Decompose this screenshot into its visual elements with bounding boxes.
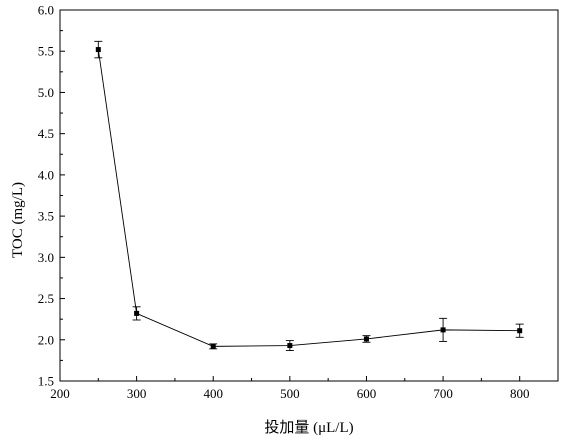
x-tick-label: 500 (280, 386, 300, 401)
y-tick-label: 2.0 (38, 332, 54, 347)
data-point (95, 47, 101, 53)
y-tick-label: 4.5 (38, 126, 54, 141)
x-axis-title: 投加量 (μL/L) (264, 419, 353, 436)
data-point (210, 343, 216, 349)
y-axis-title: TOC (mg/L) (10, 182, 26, 258)
data-point (134, 310, 140, 316)
x-tick-label: 600 (357, 386, 377, 401)
y-tick-label: 6.0 (38, 3, 54, 18)
y-tick-label: 2.5 (38, 291, 54, 306)
x-tick-label: 700 (433, 386, 453, 401)
plot-frame (59, 9, 559, 382)
series-line (97, 49, 520, 347)
series (94, 40, 524, 351)
y-tick-label: 3.0 (38, 250, 54, 265)
x-tick-label: 300 (127, 386, 147, 401)
data-point (517, 328, 523, 334)
y-tick-label: 1.5 (38, 374, 54, 389)
y-tick-label: 4.0 (38, 167, 54, 182)
y-tick-label: 3.5 (38, 209, 54, 224)
data-point (363, 336, 369, 342)
y-tick-label: 5.0 (38, 85, 54, 100)
x-tick-label: 800 (510, 386, 530, 401)
axes: 200 300 400 500 600 700 800 1.5 2.0 2.5 3.0 3.5 4.0 4… (38, 3, 559, 401)
data-point (287, 343, 293, 349)
x-tick-label: 200 (50, 386, 70, 401)
x-tick-label: 400 (203, 386, 223, 401)
data-point (440, 327, 446, 333)
y-tick-label: 5.5 (38, 44, 54, 59)
